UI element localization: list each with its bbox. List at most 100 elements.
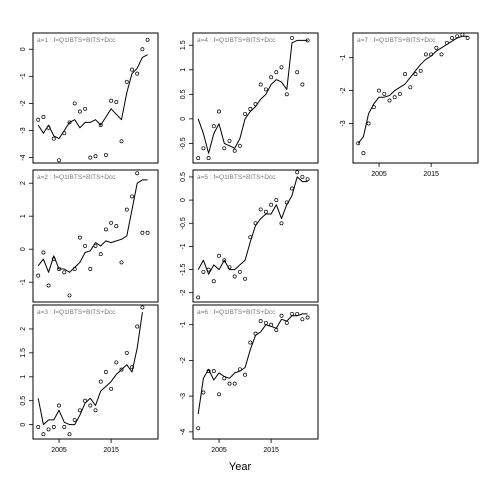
y-tick-label: -2 <box>340 87 347 93</box>
observed-point <box>67 120 72 125</box>
observed-point <box>269 322 274 327</box>
observed-point <box>397 91 402 96</box>
observed-point <box>392 95 397 100</box>
observed-point <box>88 403 93 408</box>
observed-point <box>455 34 460 39</box>
y-tick-label: 0.5 <box>180 172 187 182</box>
observed-point <box>290 186 294 191</box>
observed-point <box>253 102 258 107</box>
panel-frame <box>192 169 319 303</box>
y-tick-label: -1 <box>20 279 27 285</box>
x-tick-label: 2005 <box>51 447 67 454</box>
observed-point <box>237 367 242 372</box>
observed-point <box>274 328 279 332</box>
panel-title: a=7 : f=Q1IBTS+BITS+Dcc <box>357 37 436 44</box>
observed-point <box>196 426 201 431</box>
observed-point <box>300 317 305 322</box>
observed-point <box>36 117 41 122</box>
observed-point <box>72 267 77 271</box>
observed-point <box>300 174 305 179</box>
observed-point <box>377 88 381 93</box>
y-tick-label: -0.5 <box>180 217 187 229</box>
observed-point <box>119 139 124 144</box>
observed-point <box>217 109 221 114</box>
fitted-line <box>357 35 468 144</box>
observed-point <box>295 70 300 75</box>
observed-point <box>88 155 93 160</box>
y-tick-label: -0.5 <box>180 137 187 149</box>
observed-point <box>62 270 67 275</box>
observed-point <box>305 177 310 182</box>
panel-frame <box>32 32 159 164</box>
observed-point <box>130 194 134 199</box>
observed-point <box>93 243 98 248</box>
observed-point <box>258 319 263 324</box>
observed-point <box>98 123 103 128</box>
observed-point <box>243 372 248 377</box>
panel-frame <box>352 32 479 164</box>
observed-point <box>269 202 274 207</box>
observed-point <box>201 146 206 151</box>
fitted-line <box>197 313 308 415</box>
panel-title: a=6 : f=Q1IBTS+BITS+Dcc <box>197 309 276 316</box>
observed-point <box>206 267 211 272</box>
observed-point <box>36 425 41 429</box>
observed-point <box>62 425 67 429</box>
y-tick-label: -2 <box>180 357 187 363</box>
observed-point <box>253 331 258 336</box>
observed-point <box>305 38 310 43</box>
observed-point <box>145 37 150 42</box>
observed-point <box>217 253 221 258</box>
observed-point <box>429 52 434 57</box>
observed-point <box>196 295 201 300</box>
fitted-line <box>197 39 308 154</box>
x-axis-label: Year <box>229 461 252 473</box>
observed-point <box>366 121 371 126</box>
observed-point <box>279 221 284 226</box>
observed-point <box>206 369 211 374</box>
observed-point <box>222 146 227 151</box>
panel-frame <box>192 32 319 164</box>
observed-point <box>444 40 449 45</box>
observed-point <box>248 235 253 240</box>
observed-point <box>237 269 242 274</box>
observed-point <box>83 106 88 111</box>
observed-point <box>418 68 423 73</box>
observed-point <box>356 141 361 146</box>
observed-point <box>135 71 140 76</box>
observed-point <box>103 370 108 374</box>
observed-point <box>290 35 294 40</box>
panel-frame <box>32 304 159 440</box>
y-tick-label: 0.5 <box>180 89 187 99</box>
y-tick-label: 2 <box>20 327 27 331</box>
y-tick-label: 0 <box>20 247 27 251</box>
observed-point <box>145 230 150 235</box>
panel-frame <box>32 169 159 303</box>
observed-point <box>77 109 82 114</box>
observed-point <box>135 324 140 329</box>
x-tick-label: 2005 <box>211 447 227 454</box>
x-tick-label: 2015 <box>103 447 119 454</box>
observed-point <box>36 273 41 278</box>
observed-point <box>62 131 67 136</box>
observed-point <box>450 35 454 40</box>
y-tick-label: -1 <box>180 243 187 249</box>
observed-point <box>279 313 284 318</box>
observed-point <box>227 265 232 270</box>
y-tick-label: -1.5 <box>180 263 187 275</box>
observed-point <box>211 279 216 284</box>
observed-point <box>217 392 221 397</box>
observed-point <box>387 98 392 103</box>
observed-point <box>41 432 46 437</box>
panel-a4: a=4 : f=Q1IBTS+BITS+Dcc 1.5 1 0.5 0 -0.5 <box>180 32 319 164</box>
observed-point <box>465 35 470 40</box>
y-tick-label: 1 <box>20 375 27 379</box>
panel-a1: a=1 : f=Q1IBTS+BITS+Dcc 0 -1 -2 -3 -4 <box>20 32 159 164</box>
observed-point <box>408 85 413 90</box>
observed-point <box>423 52 428 57</box>
observed-point <box>253 221 258 226</box>
observed-point <box>98 379 103 384</box>
observed-point <box>439 52 444 57</box>
y-tick-label: -3 <box>20 127 27 133</box>
